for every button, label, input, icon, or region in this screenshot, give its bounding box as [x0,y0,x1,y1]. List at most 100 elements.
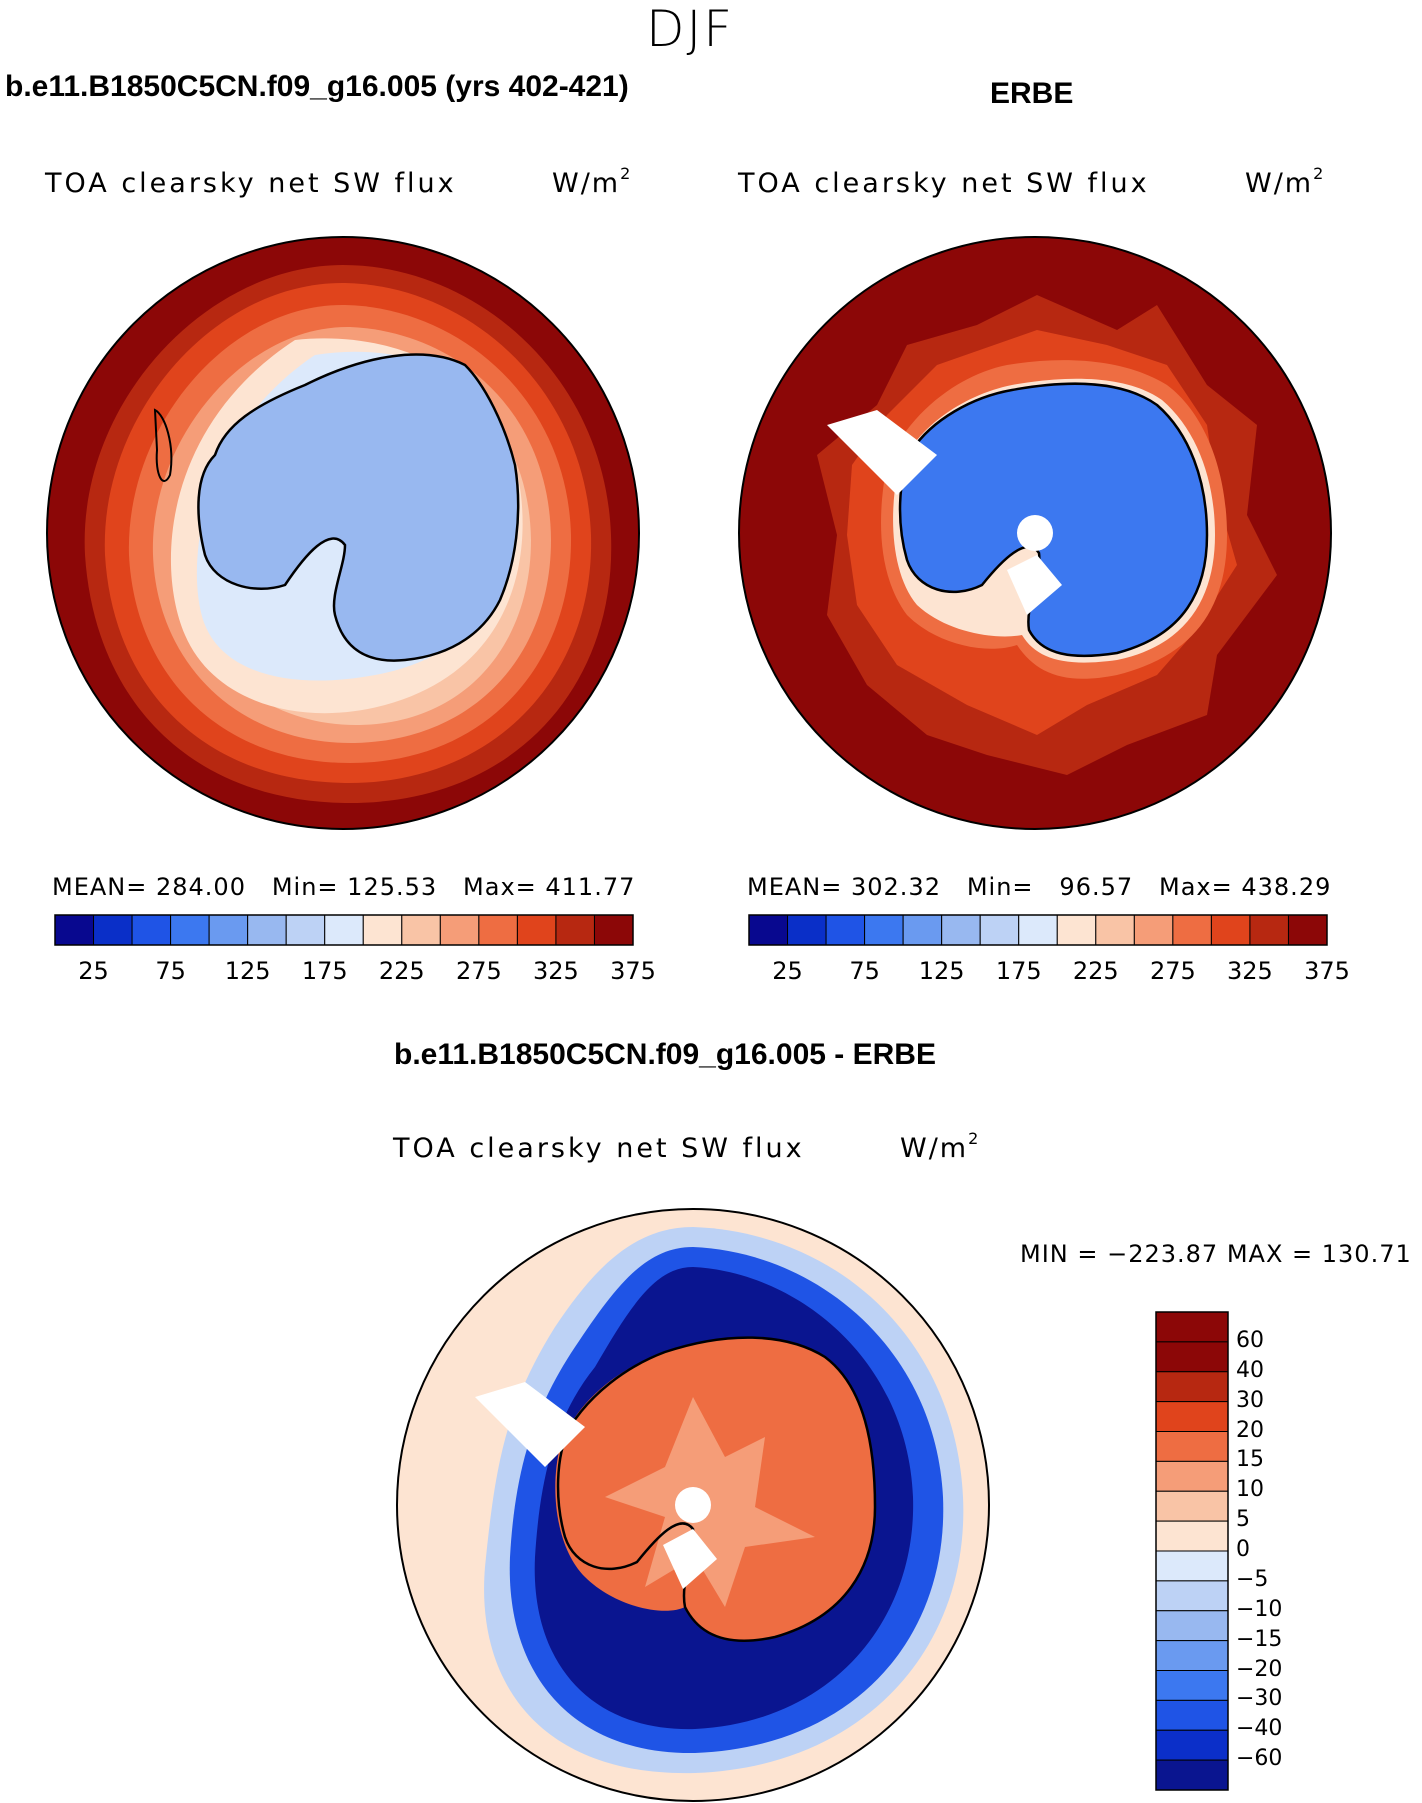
cbarA-swatch [401,914,441,946]
obs-variable-label: TOA clearsky net SW flux [738,168,1150,199]
diff-colorbar-tick: 5 [1236,1507,1250,1533]
cbarB-swatch [825,914,866,946]
diff-colorbar-tick: 30 [1236,1387,1264,1413]
cbarA-swatch [208,914,249,946]
cbarB-swatch [1287,914,1328,946]
cbarB-labels-tick: 125 [918,957,965,985]
cbarA-labels-tick: 25 [78,957,109,985]
cbarB-swatch [1056,914,1097,946]
cbarA-swatch [93,914,133,946]
cbarA-frame [54,914,634,946]
diff-colorbar-frame [1155,1311,1229,1791]
cbarB-labels-tick: 25 [772,957,803,985]
cbarA-swatch [324,914,364,946]
obs-missing-region-1 [827,410,937,495]
diff-colorbar-swatch [1155,1759,1229,1791]
diff-colorbar-tick: 10 [1236,1477,1264,1503]
model-map-border [46,236,640,830]
cbarB-swatch [979,914,1020,946]
diff-missing-region-1 [475,1382,585,1467]
cbarA-swatch [516,914,557,946]
model-stats: MEAN= 284.00 Min= 125.53 Max= 411.77 [52,873,636,901]
diff-colorbar-swatch [1155,1431,1229,1462]
cbarA-labels-tick: 325 [533,957,579,985]
diff-polar-map [396,1208,990,1802]
diff-colorbar-tick: −15 [1236,1626,1283,1652]
cbarB-labels-tick: 275 [1149,957,1196,985]
obs-coastline [898,382,1209,658]
obs-polar-map [738,236,1332,830]
cbarA-swatch [478,914,518,946]
obs-map-border [738,236,1332,830]
cbarA-labels-tick: 225 [378,957,425,985]
cbarA-swatch [439,914,480,946]
cbarB-labels-tick: 175 [995,957,1042,985]
diff-colorbar-swatch [1155,1640,1229,1671]
obs-pole-hole [1017,515,1053,551]
diff-colorbar-tick: 0 [1236,1537,1250,1562]
cbarA-swatch [285,914,326,946]
cbarB-labels-tick: 325 [1227,957,1273,985]
cbarB-labels-tick: 375 [1304,957,1350,985]
model-antarctica-ice [198,354,519,661]
cbarA-labels-tick: 375 [610,957,656,985]
cbarA-labels-tick: 75 [155,957,186,985]
cbarB-swatch [748,914,789,946]
diff-colorbar-tick: 20 [1236,1417,1264,1443]
diff-panel-title: b.e11.B1850C5CN.f09_g16.005 - ERBE [394,1038,936,1071]
diff-colorbar [1155,1311,1229,1791]
cbarA-swatch [131,914,172,946]
diff-variable-label: TOA clearsky net SW flux [393,1133,805,1164]
diff-minmax: MIN = −223.87 MAX = 130.71 [1020,1240,1412,1268]
cbarB-swatch [787,914,827,946]
obs-stats: MEAN= 302.32 Min= 96.57 Max= 438.29 [747,873,1332,901]
cbarA-swatch [555,914,595,946]
cbarB-swatch [1249,914,1289,946]
diff-colorbar-swatch [1155,1311,1229,1343]
diff-colorbar-swatch [1155,1699,1229,1731]
model-polar-map [46,236,640,830]
obs-panel-title: ERBE [990,77,1074,110]
diff-missing-region-2 [663,1529,717,1589]
cbarB-swatch [864,914,904,946]
diff-colorbar-tick: −40 [1236,1716,1283,1742]
diff-colorbar-tick: 60 [1236,1327,1264,1353]
model-coastline [197,353,520,662]
diff-colorbar-tick: −20 [1236,1656,1283,1682]
diff-colorbar-tick: −5 [1236,1566,1269,1592]
cbarB-swatch [1172,914,1212,946]
diff-colorbar-swatch [1155,1670,1229,1701]
cbarB-swatch [1133,914,1174,946]
diff-colorbar-swatch [1155,1371,1229,1403]
cbarA-swatch [54,914,95,946]
cbarA-labels-tick: 175 [301,957,348,985]
diff-colorbar-swatch [1155,1580,1229,1612]
model-units-label: W/m2 [552,164,633,199]
season-title: DJF [645,0,734,58]
diff-colorbar-tick: 40 [1236,1357,1264,1383]
diff-units-label: W/m2 [900,1129,981,1164]
diff-colorbar-tick: 15 [1236,1447,1264,1473]
cbarB-labels-tick: 225 [1072,957,1119,985]
diff-colorbar-tick: −60 [1236,1746,1283,1772]
cbarA-swatch [362,914,403,946]
model-panel-title: b.e11.B1850C5CN.f09_g16.005 (yrs 402-421… [5,70,629,103]
cbarA-labels-tick: 125 [224,957,271,985]
model-variable-label: TOA clearsky net SW flux [45,168,457,199]
cbarB-swatch [1018,914,1058,946]
diff-colorbar-swatch [1155,1401,1229,1432]
diff-colorbar-swatch [1155,1341,1229,1373]
diff-pole-hole [675,1487,711,1523]
model-peninsula-outline [153,408,173,482]
diff-colorbar-tick: −10 [1236,1596,1283,1622]
cbarB-frame [748,914,1328,946]
cbarA-swatch [593,914,634,946]
obs-colorbar [748,914,1328,946]
obs-units-label: W/m2 [1245,164,1326,199]
diff-colorbar-swatch [1155,1520,1229,1552]
cbarB-swatch [1210,914,1251,946]
cbarA-labels-tick: 275 [455,957,502,985]
obs-antarctica-ice [900,383,1207,656]
model-colorbar [54,914,634,946]
cbarB-labels-tick: 75 [849,957,880,985]
